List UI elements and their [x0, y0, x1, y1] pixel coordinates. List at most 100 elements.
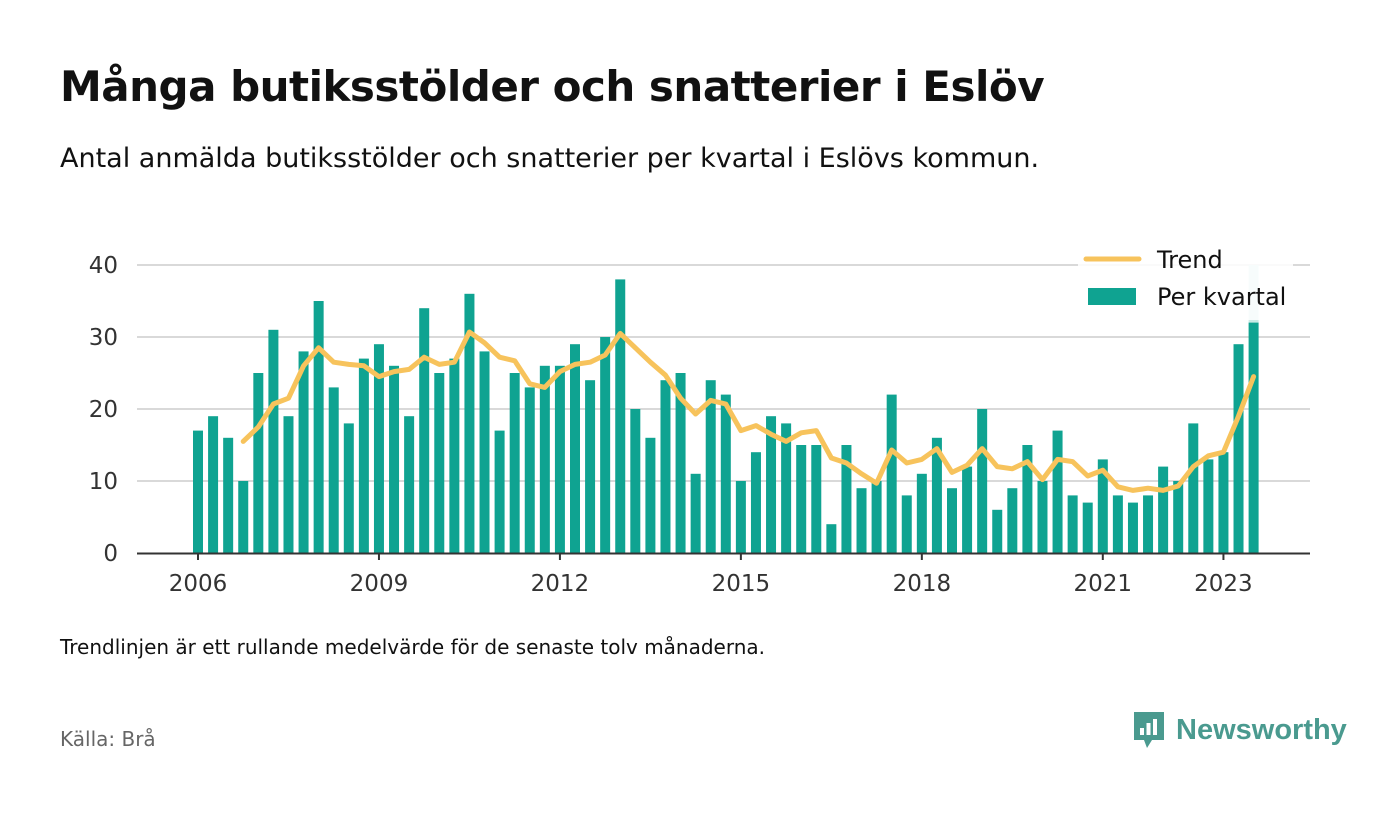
bar: [554, 365, 565, 553]
bar: [343, 423, 354, 553]
bar: [675, 373, 686, 553]
bar: [705, 380, 716, 553]
bar: [479, 351, 490, 553]
bar: [947, 488, 957, 553]
bar: [931, 437, 942, 553]
bar: [494, 430, 505, 553]
bar: [615, 279, 626, 553]
legend-trend-label: Trend: [1156, 246, 1223, 274]
bar: [1007, 488, 1018, 553]
bar: [1158, 466, 1169, 553]
bar: [1233, 344, 1244, 553]
x-tick-label: 2023: [1194, 571, 1253, 597]
bar: [1203, 459, 1214, 553]
y-tick-label: 40: [89, 253, 118, 279]
chart-title: Många butiksstölder och snatterier i Esl…: [60, 62, 1045, 111]
bar: [358, 358, 369, 553]
x-tick-label: 2015: [712, 571, 771, 597]
bar: [796, 445, 807, 553]
bar: [600, 337, 611, 553]
bar: [1188, 423, 1199, 553]
bar: [1127, 502, 1138, 553]
bar: [253, 373, 264, 553]
x-tick-label: 2006: [169, 571, 228, 597]
bar: [1067, 495, 1078, 553]
x-tick-label: 2018: [893, 571, 952, 597]
bar: [992, 509, 1003, 553]
bar: [298, 351, 309, 553]
legend-bar-swatch: [1088, 288, 1136, 305]
y-tick-label: 20: [89, 397, 118, 423]
bar: [826, 524, 837, 553]
bar: [645, 437, 656, 553]
bar: [630, 409, 641, 553]
bar: [1112, 495, 1123, 553]
bar: [841, 445, 852, 553]
trend-series: [240, 329, 1257, 493]
source-label: Källa: Brå: [60, 727, 156, 751]
bar: [856, 488, 867, 553]
x-tick-label: 2012: [531, 571, 590, 597]
bar: [962, 466, 973, 553]
bar: [524, 387, 535, 553]
bar: [389, 365, 400, 553]
footnote: Trendlinjen är ett rullande medelvärde f…: [60, 635, 766, 659]
bar: [916, 473, 927, 553]
bar: [735, 481, 746, 553]
bar: [585, 380, 596, 553]
bar: [660, 380, 671, 553]
bar: [1022, 445, 1033, 553]
bar: [766, 416, 777, 553]
bar: [419, 308, 430, 553]
bar: [886, 394, 897, 553]
bar: [268, 329, 279, 553]
y-tick-label: 0: [103, 541, 118, 567]
newsworthy-logo: Newsworthy: [1132, 710, 1347, 750]
bar: [1218, 452, 1229, 553]
bar: [1143, 495, 1154, 553]
bar: [1037, 481, 1048, 553]
bar: [208, 416, 219, 553]
bar: [811, 445, 822, 553]
bar: [373, 344, 384, 553]
bar: [193, 430, 203, 553]
y-tick-label: 30: [89, 325, 118, 351]
bar: [404, 416, 415, 553]
bar: [750, 452, 761, 553]
bar: [720, 394, 731, 553]
bar: [570, 344, 580, 553]
bar: [434, 373, 445, 553]
bar: [1173, 481, 1184, 553]
bar: [690, 473, 701, 553]
bar: [871, 481, 882, 553]
bar: [283, 416, 294, 553]
bar-chart: 0 10 20 30 40 2006 2009 2012 2015 2018 2021 2023 T…: [88, 240, 1310, 597]
bar: [1082, 502, 1093, 553]
bar: [464, 293, 475, 553]
bar: [223, 437, 234, 553]
bar: [977, 409, 988, 553]
newsworthy-logo-text: Newsworthy: [1176, 713, 1347, 746]
bar: [1052, 430, 1063, 553]
x-tick-label: 2021: [1074, 571, 1133, 597]
bar-series: [193, 265, 1259, 553]
bar: [509, 373, 520, 553]
bar: [449, 358, 460, 553]
bar: [328, 387, 339, 553]
bar: [1097, 459, 1108, 553]
bar: [313, 301, 324, 553]
bar: [901, 495, 912, 553]
bar: [781, 423, 792, 553]
y-axis: 0 10 20 30 40: [89, 253, 118, 567]
x-tick-label: 2009: [350, 571, 409, 597]
trend-line: [240, 329, 1257, 493]
newsworthy-logo-icon: [1134, 712, 1164, 748]
legend: Trend Per kvartal: [1078, 240, 1293, 320]
y-tick-label: 10: [89, 469, 118, 495]
bar: [539, 365, 550, 553]
bar: [238, 481, 249, 553]
legend-background: [1078, 240, 1293, 320]
legend-bar-label: Per kvartal: [1157, 283, 1286, 311]
x-axis: 2006 2009 2012 2015 2018 2021 2023: [169, 553, 1253, 597]
chart-subtitle: Antal anmälda butiksstölder och snatteri…: [60, 143, 1040, 174]
